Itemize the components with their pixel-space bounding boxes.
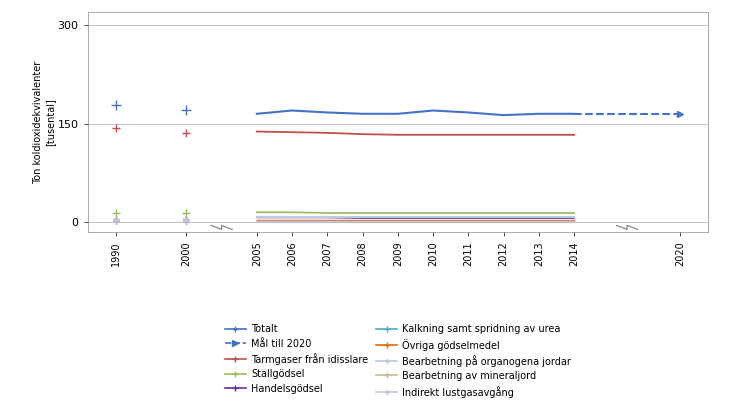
Y-axis label: Ton koldioxidekvivalenter
[tusental]: Ton koldioxidekvivalenter [tusental] <box>33 60 55 184</box>
Legend: Totalt, Mål till 2020, Tarmgaser från idisslare, Stallgödsel, Handelsgödsel, Kal: Totalt, Mål till 2020, Tarmgaser från id… <box>220 320 575 400</box>
